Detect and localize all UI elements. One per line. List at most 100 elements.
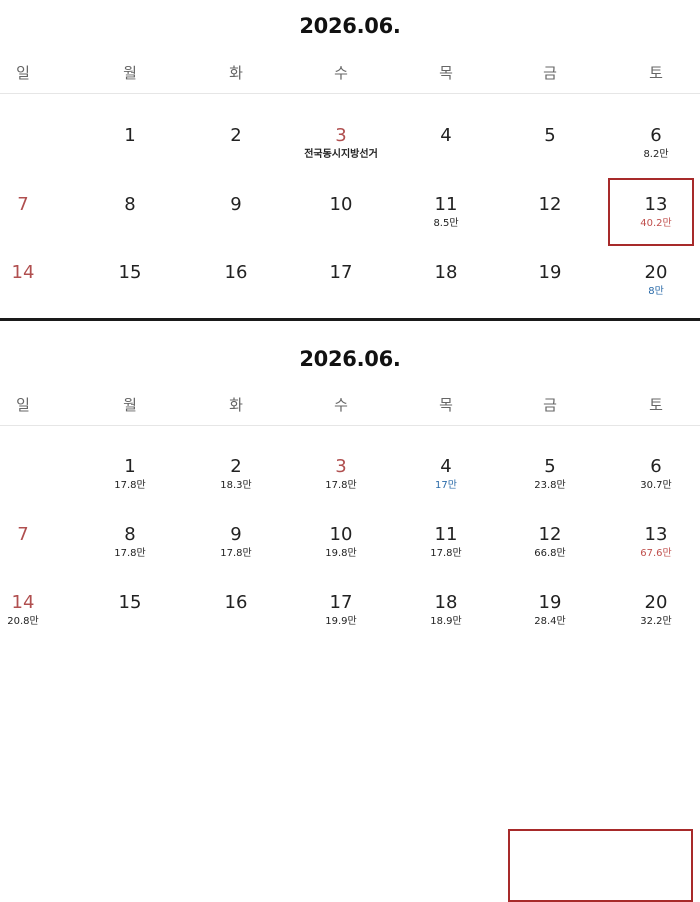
- day-number: 15: [118, 592, 142, 613]
- day-cell-17[interactable]: 17 19.9만: [291, 592, 391, 628]
- weekday-thu: 목: [439, 64, 453, 82]
- weekday-wed: 수: [334, 64, 348, 82]
- panel-divider: [0, 318, 700, 321]
- day-number: 14: [11, 592, 35, 613]
- day-number: 13: [644, 524, 668, 545]
- day-cell-13[interactable]: 13 40.2만: [606, 194, 700, 230]
- day-cell-13[interactable]: 13 67.6만: [606, 524, 700, 560]
- day-cell-14[interactable]: 14 20.8만: [0, 592, 73, 628]
- day-cell-20[interactable]: 20 8만: [606, 262, 700, 298]
- day-number: 4: [440, 456, 452, 477]
- day-cell-18[interactable]: 18: [396, 262, 496, 284]
- day-number: 20: [644, 592, 668, 613]
- day-cell-7[interactable]: 7: [0, 524, 73, 546]
- day-cell-11[interactable]: 11 8.5만: [396, 194, 496, 230]
- weekday-sat: 토: [649, 64, 663, 82]
- day-number: 10: [329, 194, 353, 215]
- day-cell-3[interactable]: 3 전국동시지방선거: [291, 125, 391, 161]
- weekday-fri: 금: [543, 396, 557, 414]
- price-label: 20.8만: [7, 616, 39, 627]
- day-number: 16: [224, 592, 248, 613]
- day-number: 20: [644, 262, 668, 283]
- day-number: 6: [650, 125, 662, 146]
- month-title: 2026.06.: [299, 347, 401, 371]
- day-cell-2[interactable]: 2 18.3만: [186, 456, 286, 492]
- day-cell-16[interactable]: 16: [186, 262, 286, 284]
- day-number: 19: [538, 592, 562, 613]
- day-cell-6[interactable]: 6 8.2만: [606, 125, 700, 161]
- price-label: 28.4만: [534, 616, 566, 627]
- day-cell-1[interactable]: 1: [80, 125, 180, 147]
- day-cell-19[interactable]: 19: [500, 262, 600, 284]
- day-cell-6[interactable]: 6 30.7만: [606, 456, 700, 492]
- price-label: 17.8만: [114, 548, 146, 559]
- day-cell-8[interactable]: 8 17.8만: [80, 524, 180, 560]
- day-number: 15: [118, 262, 142, 283]
- day-number: 9: [230, 524, 242, 545]
- day-cell-19[interactable]: 19 28.4만: [500, 592, 600, 628]
- day-cell-10[interactable]: 10: [291, 194, 391, 216]
- day-cell-14[interactable]: 14: [0, 262, 73, 284]
- day-number: 6: [650, 456, 662, 477]
- day-cell-1[interactable]: 1 17.8만: [80, 456, 180, 492]
- day-cell-5[interactable]: 5: [500, 125, 600, 147]
- price-label: 17만: [435, 480, 457, 491]
- day-number: 7: [17, 524, 29, 545]
- day-number: 4: [440, 125, 452, 146]
- day-number: 7: [17, 194, 29, 215]
- weekday-thu: 목: [439, 396, 453, 414]
- day-cell-16[interactable]: 16: [186, 592, 286, 614]
- day-cell-9[interactable]: 9: [186, 194, 286, 216]
- day-cell-4[interactable]: 4: [396, 125, 496, 147]
- month-title: 2026.06.: [299, 14, 401, 38]
- day-cell-18[interactable]: 18 18.9만: [396, 592, 496, 628]
- price-label: 17.8만: [114, 480, 146, 491]
- price-label: 23.8만: [534, 480, 566, 491]
- price-label: 8.2만: [643, 149, 669, 160]
- day-cell-15[interactable]: 15: [80, 592, 180, 614]
- day-cell-17[interactable]: 17: [291, 262, 391, 284]
- highlight-box: [508, 829, 693, 902]
- highlight-box: [608, 178, 694, 246]
- weekday-wed: 수: [334, 396, 348, 414]
- day-cell-5[interactable]: 5 23.8만: [500, 456, 600, 492]
- day-cell-15[interactable]: 15: [80, 262, 180, 284]
- price-label: 8.5만: [433, 218, 459, 229]
- day-number: 12: [538, 524, 562, 545]
- price-label: 19.8만: [325, 548, 357, 559]
- day-number: 1: [124, 456, 136, 477]
- day-number: 19: [538, 262, 562, 283]
- price-label: 30.7만: [640, 480, 672, 491]
- price-label: 17.8만: [430, 548, 462, 559]
- day-cell-12[interactable]: 12 66.8만: [500, 524, 600, 560]
- price-label: 66.8만: [534, 548, 566, 559]
- day-number: 14: [11, 262, 35, 283]
- price-label: 8만: [648, 286, 664, 297]
- day-cell-10[interactable]: 10 19.8만: [291, 524, 391, 560]
- weekday-mon: 월: [123, 396, 137, 414]
- weekday-mon: 월: [123, 64, 137, 82]
- day-number: 17: [329, 592, 353, 613]
- day-number: 8: [124, 524, 136, 545]
- day-cell-7[interactable]: 7: [0, 194, 73, 216]
- price-label: 17.8만: [325, 480, 357, 491]
- day-cell-20[interactable]: 20 32.2만: [606, 592, 700, 628]
- day-cell-11[interactable]: 11 17.8만: [396, 524, 496, 560]
- day-cell-4[interactable]: 4 17만: [396, 456, 496, 492]
- day-cell-8[interactable]: 8: [80, 194, 180, 216]
- price-label: 32.2만: [640, 616, 672, 627]
- day-cell-9[interactable]: 9 17.8만: [186, 524, 286, 560]
- day-number: 2: [230, 125, 242, 146]
- day-number: 8: [124, 194, 136, 215]
- day-number: 12: [538, 194, 562, 215]
- day-number: 5: [544, 125, 556, 146]
- day-number: 10: [329, 524, 353, 545]
- day-cell-3[interactable]: 3 17.8만: [291, 456, 391, 492]
- day-cell-12[interactable]: 12: [500, 194, 600, 216]
- price-label: 17.8만: [220, 548, 252, 559]
- day-cell-2[interactable]: 2: [186, 125, 286, 147]
- day-number: 17: [329, 262, 353, 283]
